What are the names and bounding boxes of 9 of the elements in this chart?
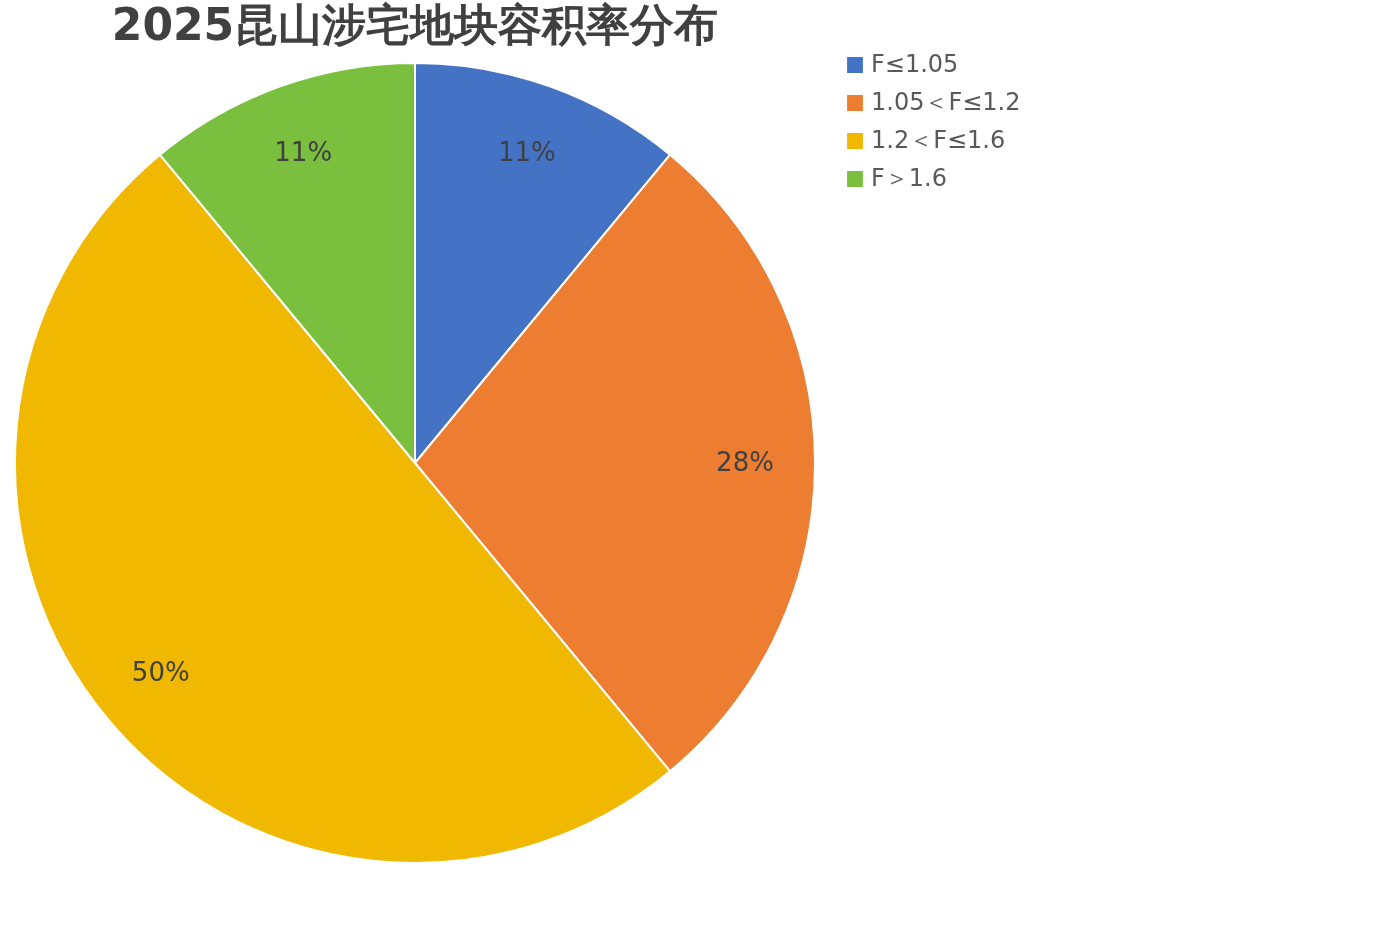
data-label: 28%	[716, 447, 774, 477]
legend-label: F＞1.6	[871, 164, 947, 192]
chart-title: 2025昆山涉宅地块容积率分布	[111, 0, 719, 50]
data-label: 11%	[274, 136, 333, 167]
legend-label: 1.05＜F≤1.2	[871, 88, 1021, 116]
legend-label: F≤1.05	[871, 50, 959, 78]
data-label: 50%	[131, 657, 190, 688]
data-label: 11%	[497, 136, 556, 167]
legend-label: 1.2＜F≤1.6	[871, 126, 1006, 154]
